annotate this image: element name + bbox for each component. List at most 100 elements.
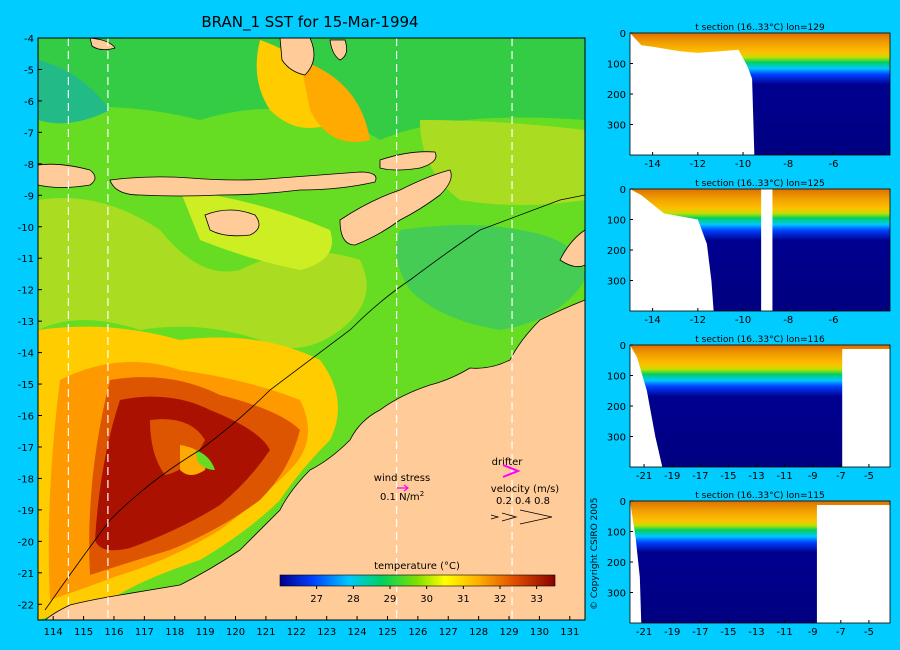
section-x-tick-label: -5 (864, 627, 874, 638)
map-x-tick-label: 118 (165, 627, 184, 638)
section-x-tick-label: -13 (748, 471, 764, 482)
map-y-tick-label: -8 (24, 160, 34, 171)
map-x-tick-label: 121 (256, 627, 275, 638)
map-y-tick-label: -11 (18, 254, 34, 265)
velocity-arrows (490, 509, 553, 525)
section-x-tick-label: -11 (776, 471, 792, 482)
copyright: © Copyright CSIRO 2005 (590, 498, 600, 610)
section-y-tick-label: 300 (607, 121, 626, 132)
map-x-tick-label: 129 (499, 627, 518, 638)
map-title: BRAN_1 SST for 15-Mar-1994 (201, 13, 418, 32)
section-x-tick-label: -7 (836, 471, 846, 482)
map-x-tick-label: 119 (196, 627, 215, 638)
section-y-tick-label: 0 (620, 341, 626, 352)
north-island (89, 37, 116, 50)
map-y-tick-label: -13 (18, 317, 34, 328)
section-x-tick-label: -12 (690, 315, 706, 326)
section-x-tick-label: -5 (864, 471, 874, 482)
map-x-tick-label: 131 (560, 627, 579, 638)
section-x-tick-label: -14 (644, 315, 660, 326)
wind-stress-value: 0.1 N/m2 (380, 490, 424, 503)
map-y-tick-label: -4 (24, 34, 34, 45)
wetar-island (379, 151, 437, 171)
map-y-tick-label: -19 (18, 506, 34, 517)
section-lines (67, 38, 513, 620)
section-y-tick-label: 100 (607, 60, 626, 71)
section-title: t section (16..33°C) lon=115 (695, 491, 824, 501)
colorbar-ticks: 27 28 29 30 31 32 33 (310, 586, 543, 605)
velocity-label: velocity (m/s) (491, 484, 559, 495)
section-x-tick-label: -10 (735, 315, 751, 326)
timor-island (339, 169, 452, 246)
colorbar: temperature (°C) 27 28 29 30 31 32 33 (279, 561, 556, 605)
section-y-tick-label: 100 (607, 372, 626, 383)
land-masses (37, 37, 586, 621)
section-x-tick-label: -21 (636, 627, 652, 638)
section-y-tick-label: 100 (607, 528, 626, 539)
map-x-tick-label: 127 (439, 627, 458, 638)
section-land (630, 189, 714, 311)
section-x-tick-label: -11 (776, 627, 792, 638)
sulawesi-south (279, 37, 315, 76)
section-y-tick-label: 0 (620, 29, 626, 40)
map-x-tick-label: 120 (226, 627, 245, 638)
section-x-tick-label: -19 (664, 471, 680, 482)
section-y-tick-label: 300 (607, 589, 626, 600)
map-x-tick-label: 122 (287, 627, 306, 638)
section-title: t section (16..33°C) lon=125 (695, 179, 824, 189)
map-y-tick-label: -20 (18, 537, 34, 548)
section-x-tick-label: -9 (808, 471, 818, 482)
section-x-tick-label: -21 (636, 471, 652, 482)
wind-stress-label: wind stress (374, 473, 430, 484)
drifter-marker (502, 464, 521, 478)
section-x-tick-label: -10 (735, 159, 751, 170)
map-y-ticks: -4 -5 -6 -7 -8 -9 -10 -11 -12 -13 -14 -15 -16 -17 -18 -… (18, 34, 42, 611)
map-x-tick-label: 114 (44, 627, 63, 638)
map-y-tick-label: -14 (18, 349, 34, 360)
colorbar-label: temperature (°C) (374, 561, 460, 572)
map-y-tick-label: -9 (24, 191, 34, 202)
colorbar-tick-label: 29 (384, 594, 397, 605)
colorbar-tick-label: 27 (310, 594, 323, 605)
map-x-tick-label: 123 (317, 627, 336, 638)
section-y-tick-label: 200 (607, 402, 626, 413)
section-land (630, 33, 755, 155)
map-y-tick-label: -21 (18, 569, 34, 580)
section-y-tick-label: 0 (620, 497, 626, 508)
right-edge-land (559, 229, 586, 268)
section-y-tick-label: 200 (607, 90, 626, 101)
map-y-tick-label: -22 (18, 600, 34, 611)
map-x-tick-label: 130 (530, 627, 549, 638)
australia-land (43, 299, 586, 621)
section-y-tick-label: 0 (620, 185, 626, 196)
sumbawa-flores-islands (109, 171, 377, 197)
wind-stress-arrow (397, 484, 409, 492)
java-east (37, 163, 96, 188)
section-y-tick-label: 100 (607, 216, 626, 227)
velocity-values: 0.2 0.4 0.8 (496, 496, 550, 507)
map-y-tick-label: -10 (18, 223, 34, 234)
map-x-tick-label: 126 (408, 627, 427, 638)
section-x-tick-label: -8 (783, 159, 793, 170)
colorbar-tick-label: 31 (457, 594, 470, 605)
map-y-tick-label: -5 (24, 65, 34, 76)
section-x-tick-label: -14 (644, 159, 660, 170)
drifter-label: drifter (492, 457, 524, 468)
map-x-tick-label: 115 (74, 627, 93, 638)
section-x-tick-label: -9 (808, 627, 818, 638)
depth-sections: t section (16..33°C) lon=129 -14 -12 -10 -8 -… (607, 23, 891, 638)
sumba-island (204, 209, 260, 237)
section-x-tick-label: -17 (692, 471, 708, 482)
map-y-tick-label: -12 (18, 286, 34, 297)
map-x-tick-label: 117 (135, 627, 154, 638)
section-y-tick-label: 200 (607, 558, 626, 569)
section-x-tick-label: -19 (664, 627, 680, 638)
section-x-tick-label: -7 (836, 627, 846, 638)
sst-map: BRAN_1 SST for 15-Mar-1994 (18, 13, 586, 638)
section-x-tick-label: -12 (690, 159, 706, 170)
map-y-tick-label: -7 (24, 128, 34, 139)
map-x-tick-label: 125 (378, 627, 397, 638)
colorbar-tick-label: 32 (494, 594, 507, 605)
colorbar-tick-label: 33 (530, 594, 543, 605)
map-y-tick-label: -18 (18, 474, 34, 485)
